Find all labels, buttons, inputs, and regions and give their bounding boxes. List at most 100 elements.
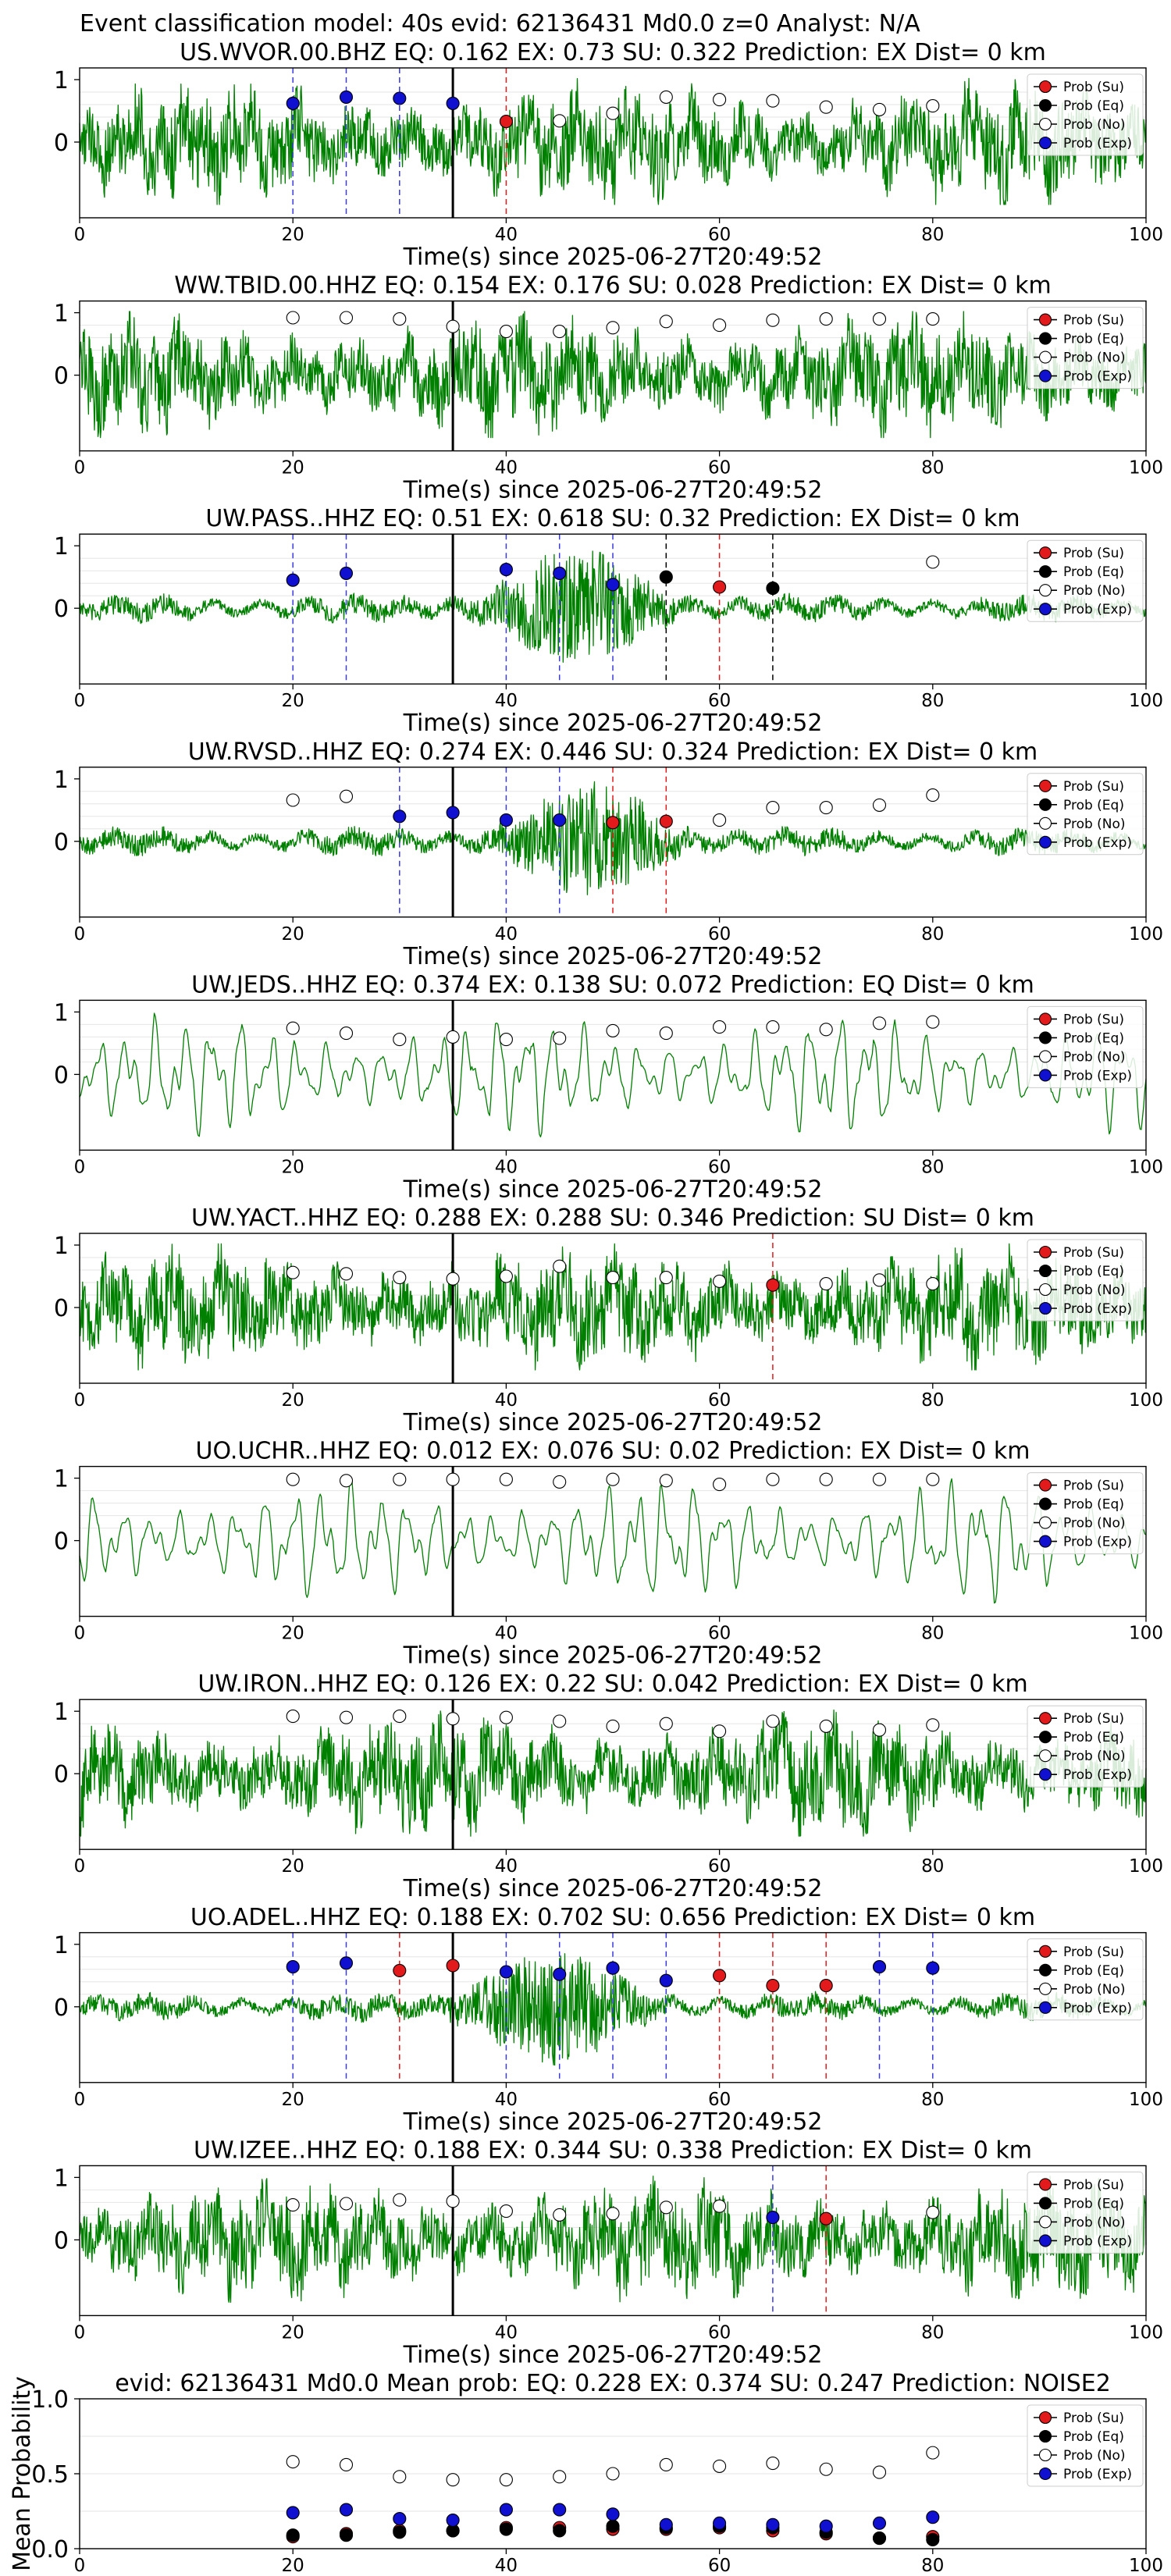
x-tick-label: 100	[1129, 1856, 1163, 1877]
x-tick-label: 40	[495, 2090, 518, 2110]
legend-marker-exp	[1038, 835, 1052, 849]
prob-marker-no	[766, 1472, 780, 1486]
prob-marker-no	[393, 2193, 407, 2207]
legend-marker-eq	[1038, 2197, 1052, 2210]
mean-prob-point-no	[872, 2465, 887, 2479]
x-tick-label: 100	[1129, 225, 1163, 245]
legend-label: Prob (Su)	[1063, 1711, 1124, 1727]
x-tick-label: 100	[1129, 458, 1163, 479]
x-tick-label: 20	[282, 458, 304, 479]
legend-label: Prob (No)	[1063, 350, 1126, 366]
prob-marker-no	[393, 1033, 407, 1047]
prob-marker-no	[553, 1259, 567, 1273]
legend-label: Prob (Eq)	[1063, 332, 1124, 347]
legend: Prob (Su) Prob (Eq) Prob (No) Prob (Exp)	[1027, 539, 1144, 622]
x-tick-label: 40	[495, 458, 518, 479]
legend-label: Prob (Exp)	[1063, 1535, 1132, 1550]
y-tick-label: 0	[54, 1528, 69, 1556]
legend-marker-exp	[1038, 1301, 1052, 1315]
prob-marker-exp	[606, 1961, 620, 1975]
axes-frame	[79, 533, 1147, 685]
legend-label: Prob (Eq)	[1063, 1963, 1124, 1979]
legend-label: Prob (Exp)	[1063, 835, 1132, 851]
legend-marker-exp	[1038, 136, 1052, 150]
prob-marker-su	[446, 1959, 460, 1973]
prob-marker-no	[659, 1271, 673, 1285]
legend-frame	[1027, 73, 1144, 156]
legend-label: Prob (Exp)	[1063, 369, 1132, 385]
mean-prob-point-eq	[393, 2525, 407, 2539]
prob-marker-no	[872, 1273, 887, 1287]
y-tick-label: 0	[54, 130, 69, 157]
mean-prob-point-exp	[713, 2516, 727, 2530]
legend-label: Prob (Eq)	[1063, 564, 1124, 580]
x-tick-label: 100	[1129, 1157, 1163, 1177]
x-tick-label: 80	[921, 2090, 944, 2110]
prob-marker-no	[819, 100, 833, 114]
mean-prob-point-no	[819, 2462, 833, 2476]
prob-marker-no	[659, 1026, 673, 1041]
prob-marker-no	[713, 318, 727, 333]
prob-marker-exp	[926, 1961, 940, 1975]
mean-prob-point-no	[553, 2470, 567, 2484]
axes-frame	[79, 1233, 1147, 1384]
prob-marker-no	[553, 1031, 567, 1045]
prob-marker-su	[713, 580, 727, 594]
prob-marker-no	[286, 2198, 300, 2212]
x-tick-label: 0	[74, 458, 86, 479]
prob-marker-no	[766, 313, 780, 327]
legend-frame	[1027, 307, 1144, 390]
x-axis-label: Time(s) since 2025-06-27T20:49:52	[403, 2108, 823, 2136]
x-tick-label: 40	[495, 691, 518, 711]
prob-marker-su	[393, 1963, 407, 1977]
x-axis-label: Time(s) since 2025-06-27T20:49:52	[403, 2341, 823, 2368]
waveform-trace	[79, 2176, 1147, 2304]
prob-marker-no	[659, 315, 673, 329]
axes-frame	[79, 1699, 1147, 1850]
waveform-trace	[79, 1243, 1147, 1371]
legend-marker-no	[1038, 2448, 1052, 2462]
panel-title: US.WVOR.00.BHZ EQ: 0.162 EX: 0.73 SU: 0.…	[180, 39, 1046, 66]
prob-marker-no	[499, 325, 513, 339]
x-tick-label: 60	[708, 1624, 731, 1644]
axes-frame	[79, 2165, 1147, 2317]
legend-label: Prob (Su)	[1063, 1245, 1124, 1261]
mean-prob-point-no	[446, 2473, 460, 2487]
legend: Prob (Su) Prob (Eq) Prob (No) Prob (Exp)	[1027, 1938, 1144, 2021]
prob-marker-no	[553, 1714, 567, 1728]
mean-prob-point-no	[499, 2473, 513, 2487]
legend-marker-exp	[1038, 2467, 1052, 2481]
x-tick-label: 20	[282, 225, 304, 245]
legend-marker-eq	[1038, 98, 1052, 112]
mean-prob-point-exp	[339, 2503, 354, 2517]
legend-frame	[1027, 1472, 1144, 1555]
x-tick-label: 80	[921, 924, 944, 945]
legend-label: Prob (No)	[1063, 2215, 1126, 2230]
legend-marker-no	[1038, 1050, 1052, 1063]
mean-prob-point-eq	[499, 2522, 513, 2536]
x-tick-label: 80	[921, 225, 944, 245]
prob-marker-no	[713, 93, 727, 107]
axes-frame	[79, 999, 1147, 1151]
panel-0: US.WVOR.00.BHZ EQ: 0.162 EX: 0.73 SU: 0.…	[54, 39, 1147, 271]
mean-prob-point-exp	[819, 2519, 833, 2533]
x-tick-label: 40	[495, 2556, 518, 2576]
mean-prob-point-exp	[766, 2517, 780, 2532]
prob-marker-exp	[606, 578, 620, 592]
mean-prob-point-eq	[553, 2524, 567, 2538]
prob-marker-no	[766, 1020, 780, 1034]
x-tick-label: 100	[1129, 1624, 1163, 1644]
axes-frame	[79, 1932, 1147, 2083]
mean-prob-point-no	[606, 2467, 620, 2481]
prob-marker-exp	[286, 573, 300, 587]
prob-marker-exp	[446, 96, 460, 110]
mean-prob-point-no	[766, 2457, 780, 2471]
prob-marker-no	[339, 1710, 354, 1724]
panel-1: WW.TBID.00.HHZ EQ: 0.154 EX: 0.176 SU: 0…	[54, 272, 1147, 504]
prob-marker-no	[339, 1267, 354, 1281]
prob-marker-no	[659, 1717, 673, 1731]
prob-marker-no	[499, 1033, 513, 1047]
prob-marker-no	[713, 1724, 727, 1738]
prob-marker-no	[606, 1472, 620, 1486]
legend-label: Prob (No)	[1063, 1749, 1126, 1764]
